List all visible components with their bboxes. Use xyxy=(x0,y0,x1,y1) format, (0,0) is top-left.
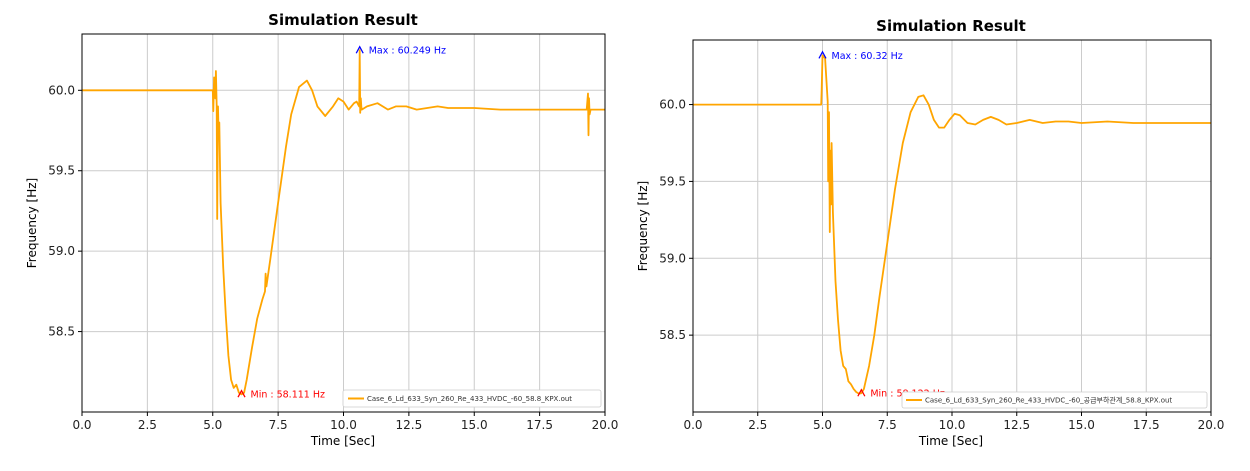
legend-entry: Case_6_Ld_633_Syn_260_Re_433_HVDC_-60_공급… xyxy=(925,396,1172,405)
y-tick-label: 60.0 xyxy=(659,98,686,112)
grid-lines xyxy=(692,40,1212,412)
y-tick-label: 59.5 xyxy=(48,164,75,178)
x-tick-label: 10.0 xyxy=(330,418,357,432)
x-tick-label: 20.0 xyxy=(1198,418,1225,432)
series-line xyxy=(693,54,1211,395)
x-tick-label: 7.5 xyxy=(878,418,897,432)
y-axis-ticks: 58.5 59.0 59.5 60.0 xyxy=(48,83,82,339)
legend-entry: Case_6_Ld_633_Syn_260_Re_433_HVDC_-60_58… xyxy=(367,395,572,403)
x-tick-label: 0.0 xyxy=(683,418,702,432)
annotation-label: Max : 60.32 Hz xyxy=(832,51,903,62)
annotation-label: Min : 58.111 Hz xyxy=(251,390,326,401)
legend: Case_6_Ld_633_Syn_260_Re_433_HVDC_-60_58… xyxy=(342,389,602,408)
x-tick-label: 17.5 xyxy=(526,418,553,432)
x-tick-label: 2.5 xyxy=(748,418,767,432)
x-tick-label: 20.0 xyxy=(592,418,619,432)
x-tick-label: 7.5 xyxy=(269,418,288,432)
x-tick-label: 15.0 xyxy=(461,418,488,432)
y-tick-label: 60.0 xyxy=(48,83,75,97)
y-axis-label: Frequency [Hz] xyxy=(25,178,39,269)
legend: Case_6_Ld_633_Syn_260_Re_433_HVDC_-60_공급… xyxy=(901,391,1208,409)
chart-title: Simulation Result xyxy=(876,17,1026,35)
x-axis-label: Time [Sec] xyxy=(310,434,375,448)
x-axis-label: Time [Sec] xyxy=(918,434,983,448)
annotation-label: Max : 60.249 Hz xyxy=(369,46,446,57)
series-line xyxy=(82,49,605,396)
annotation-marker xyxy=(818,50,827,59)
y-axis-label: Frequency [Hz] xyxy=(636,181,650,272)
x-tick-label: 12.5 xyxy=(1003,418,1030,432)
x-tick-label: 10.0 xyxy=(939,418,966,432)
x-axis-ticks: 0.0 2.5 5.0 7.5 10.0 12.5 15.0 17.5 20.0 xyxy=(683,412,1224,432)
annotation-marker xyxy=(355,45,364,54)
y-tick-label: 58.5 xyxy=(659,328,686,342)
x-tick-label: 2.5 xyxy=(138,418,157,432)
x-tick-label: 15.0 xyxy=(1068,418,1095,432)
annotation-marker xyxy=(237,389,246,398)
y-tick-label: 59.5 xyxy=(659,174,686,188)
y-tick-label: 58.5 xyxy=(48,325,75,339)
y-tick-label: 59.0 xyxy=(659,251,686,265)
legend-box xyxy=(901,391,1208,409)
annotation-marker xyxy=(857,388,866,397)
y-axis-ticks: 58.5 59.0 59.5 60.0 xyxy=(659,98,693,342)
plot-area: Max : 60.249 Hz Min : 58.111 Hz xyxy=(82,45,605,401)
y-tick-label: 59.0 xyxy=(48,244,75,258)
x-tick-label: 17.5 xyxy=(1133,418,1160,432)
x-tick-label: 5.0 xyxy=(203,418,222,432)
x-tick-label: 0.0 xyxy=(72,418,91,432)
x-axis-ticks: 0.0 2.5 5.0 7.5 10.0 12.5 15.0 17.5 20.0 xyxy=(72,412,618,432)
x-tick-label: 5.0 xyxy=(813,418,832,432)
legend-box xyxy=(342,389,602,408)
x-tick-label: 12.5 xyxy=(396,418,423,432)
chart-title: Simulation Result xyxy=(268,11,418,29)
chart-left: Simulation Result Max : 60.249 Hz Min : 5… xyxy=(25,11,618,448)
